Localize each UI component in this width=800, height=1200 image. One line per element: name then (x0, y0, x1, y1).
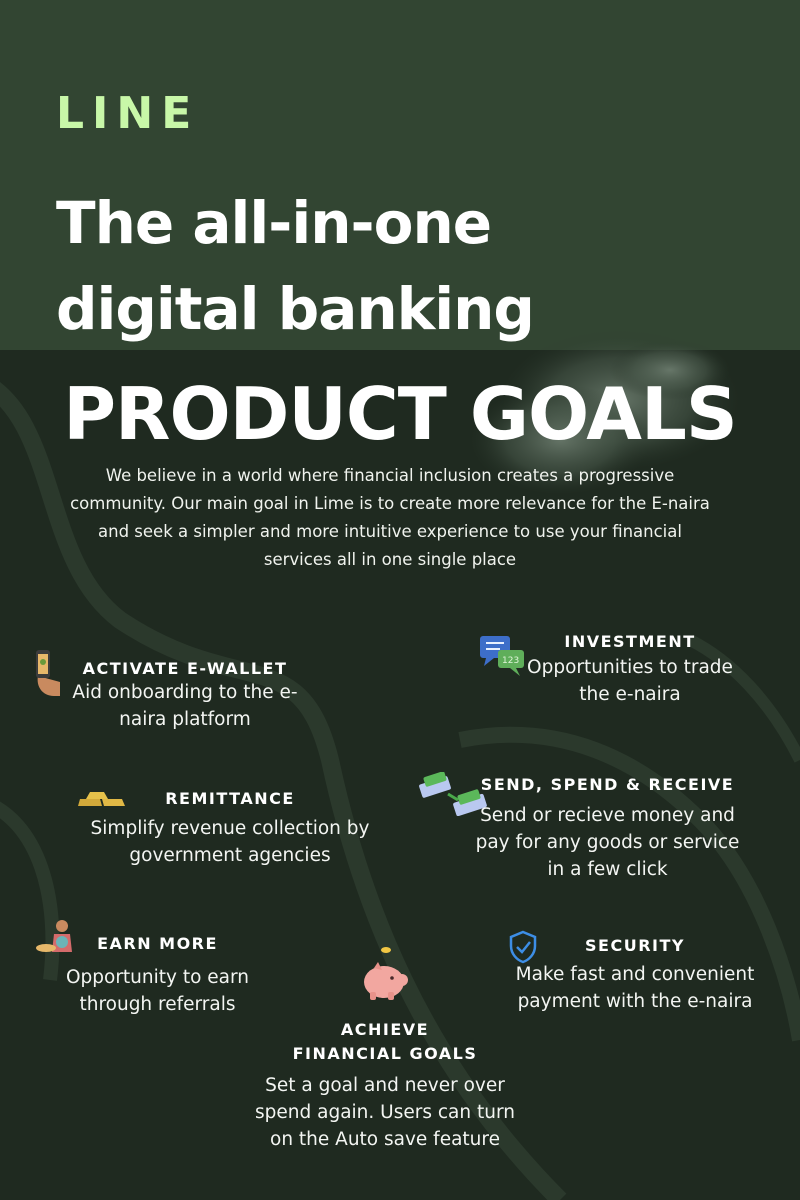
money-transfer-icon (419, 772, 487, 816)
piggy-bank-icon (364, 947, 408, 1000)
feature-activate-e-wallet: ACTIVATE E-WALLET Aid onboarding to the … (70, 657, 300, 733)
chat-bubbles-icon: 123 (480, 636, 524, 676)
feature-title: ACTIVATE E-WALLET (82, 659, 288, 678)
gold-bars-icon (78, 792, 125, 806)
shield-check-icon (509, 930, 537, 964)
person-with-coin-icon (36, 920, 72, 952)
section-title: PRODUCT GOALS (63, 372, 738, 456)
feature-title-line-1: ACHIEVE (340, 1020, 430, 1039)
feature-description: Opportunity to earn through referrals (65, 967, 250, 1015)
feature-description: Simplify revenue collection by governmen… (90, 818, 370, 866)
brand-logo: LINE (56, 88, 200, 139)
page-headline: The all-in-one digital banking (56, 180, 776, 352)
feature-description: Send or recieve money and pay for any go… (475, 805, 740, 880)
feature-title: SECURITY (585, 936, 685, 955)
feature-title: REMITTANCE (165, 789, 295, 808)
feature-title: SEND, SPEND & RECEIVE (480, 775, 735, 794)
feature-earn-more: EARN MORE Opportunity to earn through re… (50, 932, 265, 1018)
feature-description: Opportunities to trade the e-naira (527, 657, 733, 705)
feature-title-line-2: FINANCIAL GOALS (292, 1044, 478, 1063)
feature-title: INVESTMENT (564, 632, 696, 651)
svg-text:123: 123 (502, 656, 519, 666)
feature-remittance: REMITTANCE Simplify revenue collection b… (70, 787, 390, 869)
feature-security: SECURITY Make fast and convenient paymen… (495, 934, 775, 1015)
headline-line-1: The all-in-one (56, 189, 492, 257)
headline-line-2: digital banking (56, 275, 535, 343)
feature-investment: INVESTMENT Opportunities to trade the e-… (520, 630, 740, 708)
header-band (0, 0, 800, 350)
feature-title: EARN MORE (97, 934, 218, 953)
feature-description: Set a goal and never over spend again. U… (255, 1075, 515, 1150)
feature-achieve-financial-goals: ACHIEVE FINANCIAL GOALS Set a goal and n… (245, 1018, 525, 1153)
feature-description: Make fast and convenient payment with th… (515, 964, 755, 1012)
feature-description: Aid onboarding to the e-naira platform (72, 682, 298, 730)
feature-send-spend-receive: SEND, SPEND & RECEIVE Send or recieve mo… (470, 773, 745, 883)
intro-paragraph: We believe in a world where financial in… (70, 466, 710, 569)
phone-hand-icon (36, 650, 60, 696)
